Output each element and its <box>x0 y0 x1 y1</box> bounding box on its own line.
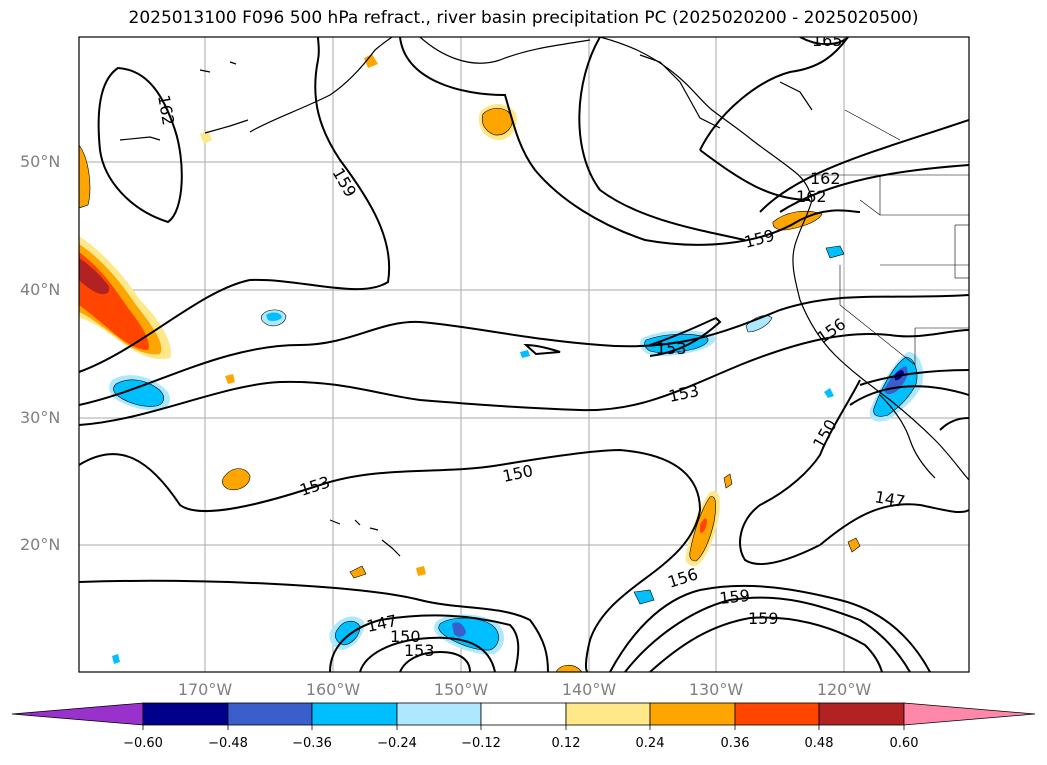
lon-label-120w: 120°W <box>816 680 872 699</box>
colorbar-seg-9 <box>818 702 905 726</box>
anomaly-west-edge <box>79 144 91 209</box>
contour-label-153-west: 153 <box>297 472 332 500</box>
colorbar-tick-label: 0.24 <box>635 736 665 751</box>
colorbar <box>11 702 1036 726</box>
colorbar-tick-label: 0.12 <box>551 736 581 751</box>
lon-label-130w: 130°W <box>688 680 744 699</box>
lat-label-20n: 20°N <box>20 535 61 554</box>
contour-label-153-se: 156 <box>665 564 700 592</box>
contour-label-153-south: 153 <box>404 641 435 660</box>
lon-label-170w: 170°W <box>177 680 233 699</box>
contour-156-south <box>624 596 911 672</box>
contour-label-150-south: 150 <box>390 627 421 646</box>
us-west-coast <box>792 199 969 481</box>
contour-label-162-west: 162 <box>154 93 178 126</box>
contour-153 <box>79 329 969 426</box>
contour-label-159-coast: 159 <box>742 226 776 252</box>
colorbar-seg-8 <box>734 702 820 726</box>
colorbar-tick-label: −0.60 <box>123 736 163 751</box>
contour-label-162-coast: 162 <box>796 187 827 206</box>
lon-label-150w: 150°W <box>433 680 489 699</box>
colorbar-seg-4 <box>396 702 482 726</box>
lat-label-40n: 40°N <box>20 280 61 299</box>
contour-150-south <box>359 636 496 672</box>
contour-label-165: 165 <box>812 31 843 50</box>
positive-anomalies <box>79 54 861 672</box>
map-title: 2025013100 F096 500 hPa refract., river … <box>128 8 919 28</box>
contour-162-west <box>97 66 183 224</box>
canada-coast <box>599 37 813 201</box>
colorbar-seg-2 <box>227 702 313 726</box>
map-frame <box>78 36 970 673</box>
colorbar-tick-label: 0.36 <box>720 736 750 751</box>
baja-coast <box>879 394 936 479</box>
colorbar-seg-3 <box>311 702 398 726</box>
lat-label-50n: 50°N <box>20 152 61 171</box>
contour-159-gulf <box>399 37 861 246</box>
contour-147 <box>819 503 969 546</box>
alaska-coast <box>249 37 393 133</box>
colorbar-tick-label: −0.48 <box>208 736 248 751</box>
colorbar-tick-label: 0.48 <box>804 736 834 751</box>
contour-label-153-central: 153 <box>667 381 701 406</box>
colorbar-tick-label: −0.24 <box>377 736 417 751</box>
contour-label-147: 147 <box>873 487 906 511</box>
contour-159-south <box>649 616 883 672</box>
lat-label-30n: 30°N <box>20 408 61 427</box>
contour-label-156-south: 159 <box>718 586 750 608</box>
contour-147-south <box>329 614 520 672</box>
colorbar-seg-7 <box>649 702 736 726</box>
colorbar-extend-high <box>903 702 1036 726</box>
contour-label-159-south: 159 <box>748 609 779 628</box>
colorbar-tick-label: 0.60 <box>889 736 919 751</box>
colorbar-ticks <box>142 725 905 730</box>
contour-label-159-pacific: 153 <box>656 339 687 358</box>
colorbar-seg-6 <box>565 702 651 726</box>
colorbar-tick-label: −0.36 <box>292 736 332 751</box>
lon-label-140w: 140°W <box>561 680 617 699</box>
height-contours <box>79 37 969 672</box>
contour-150 <box>79 448 702 672</box>
contour-156 <box>79 294 969 406</box>
lon-label-160w: 160°W <box>305 680 361 699</box>
colorbar-seg-1 <box>142 702 229 726</box>
negative-anomalies <box>109 245 924 664</box>
colorbar-tick-label: −0.12 <box>461 736 501 751</box>
contour-153-south <box>609 584 931 672</box>
colorbar-seg-5 <box>480 702 567 726</box>
contour-159-north <box>79 37 391 373</box>
anomaly-subtropical <box>222 468 251 491</box>
colorbar-extend-low <box>11 702 144 726</box>
coastlines <box>119 37 969 557</box>
contour-label-162-gulf: 162 <box>810 169 841 188</box>
